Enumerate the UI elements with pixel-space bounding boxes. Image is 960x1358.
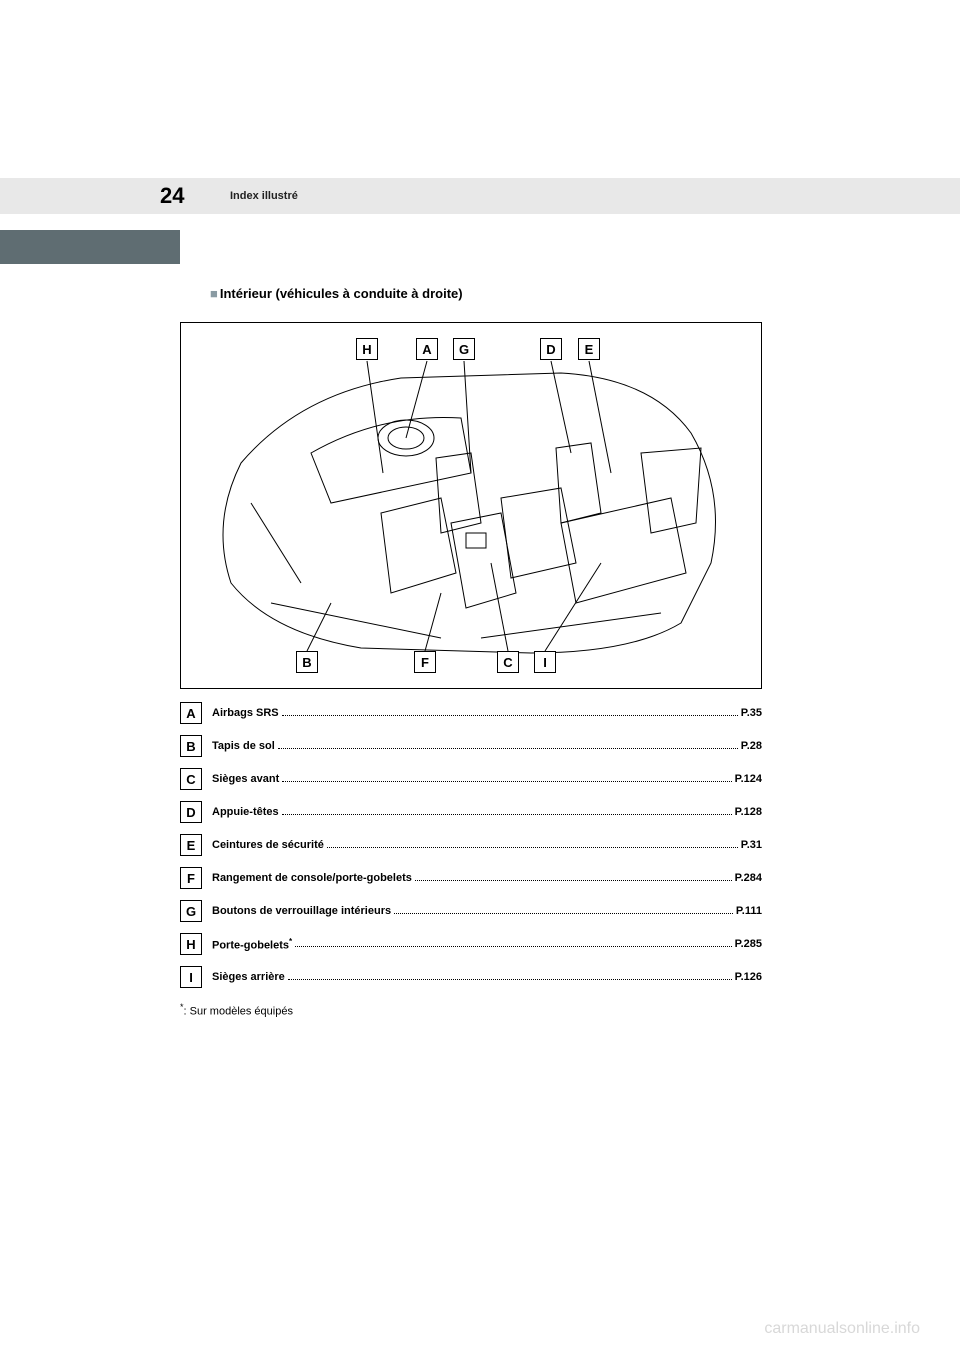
watermark: carmanualsonline.info [764,1320,920,1338]
list-row: C Sièges avant P.124 [180,768,762,790]
leader-dots [282,774,731,782]
dark-band [0,230,180,264]
list-page-ref: P.124 [735,773,762,785]
leader-dots [327,840,738,848]
leader-dots [415,873,732,881]
item-list: A Airbags SRS P.35 B Tapis de sol P.28 C Sièges… [180,702,762,999]
list-page-ref: P.28 [741,740,762,752]
list-letter-box: B [180,735,202,757]
footnote-text: : Sur modèles équipés [184,1006,293,1018]
list-page-ref: P.31 [741,839,762,851]
callout-d: D [540,338,562,360]
square-bullet-icon: ■ [210,286,218,301]
footnote: *: Sur modèles équipés [180,1002,293,1018]
list-label: Ceintures de sécurité [212,839,324,851]
leader-dots [288,972,732,980]
list-label: Boutons de verrouillage intérieurs [212,905,391,917]
list-letter-box: H [180,933,202,955]
asterisk-marker: * [289,937,292,946]
list-label: Sièges arrière [212,971,285,983]
list-page-ref: P.126 [735,971,762,983]
list-label: Porte-gobelets* [212,937,292,952]
list-row: E Ceintures de sécurité P.31 [180,834,762,856]
callout-i: I [534,651,556,673]
list-label: Appuie-têtes [212,806,279,818]
list-letter-box: F [180,867,202,889]
list-page-ref: P.284 [735,872,762,884]
callout-c: C [497,651,519,673]
list-letter-box: D [180,801,202,823]
page-number: 24 [160,183,184,209]
list-page-ref: P.128 [735,806,762,818]
callout-g: G [453,338,475,360]
list-letter-box: A [180,702,202,724]
list-page-ref: P.35 [741,707,762,719]
callout-b: B [296,651,318,673]
list-label: Sièges avant [212,773,279,785]
list-row: F Rangement de console/porte-gobelets P.28… [180,867,762,889]
car-interior-drawing [181,323,761,688]
leader-dots [282,807,732,815]
callout-e: E [578,338,600,360]
list-letter-box: E [180,834,202,856]
leader-dots [282,708,738,716]
interior-diagram: H AG DE B F CI [180,322,762,689]
list-label: Tapis de sol [212,740,275,752]
list-row: B Tapis de sol P.28 [180,735,762,757]
list-row: A Airbags SRS P.35 [180,702,762,724]
header-band [0,178,960,214]
leader-dots [278,741,738,749]
list-page-ref: P.111 [736,905,762,917]
header-text: Index illustré [230,190,298,202]
list-letter-box: G [180,900,202,922]
list-label: Rangement de console/porte-gobelets [212,872,412,884]
callout-a: A [416,338,438,360]
section-title-text: Intérieur (véhicules à conduite à droite… [220,286,463,301]
leader-dots [295,939,732,947]
list-row: D Appuie-têtes P.128 [180,801,762,823]
list-label: Airbags SRS [212,707,279,719]
list-letter-box: C [180,768,202,790]
list-letter-box: I [180,966,202,988]
section-title: ■Intérieur (véhicules à conduite à droit… [210,286,463,301]
list-row: H Porte-gobelets* P.285 [180,933,762,955]
list-row: G Boutons de verrouillage intérieurs P.111 [180,900,762,922]
leader-dots [394,906,733,914]
list-page-ref: P.285 [735,938,762,950]
callout-f: F [414,651,436,673]
callout-h: H [356,338,378,360]
list-row: I Sièges arrière P.126 [180,966,762,988]
